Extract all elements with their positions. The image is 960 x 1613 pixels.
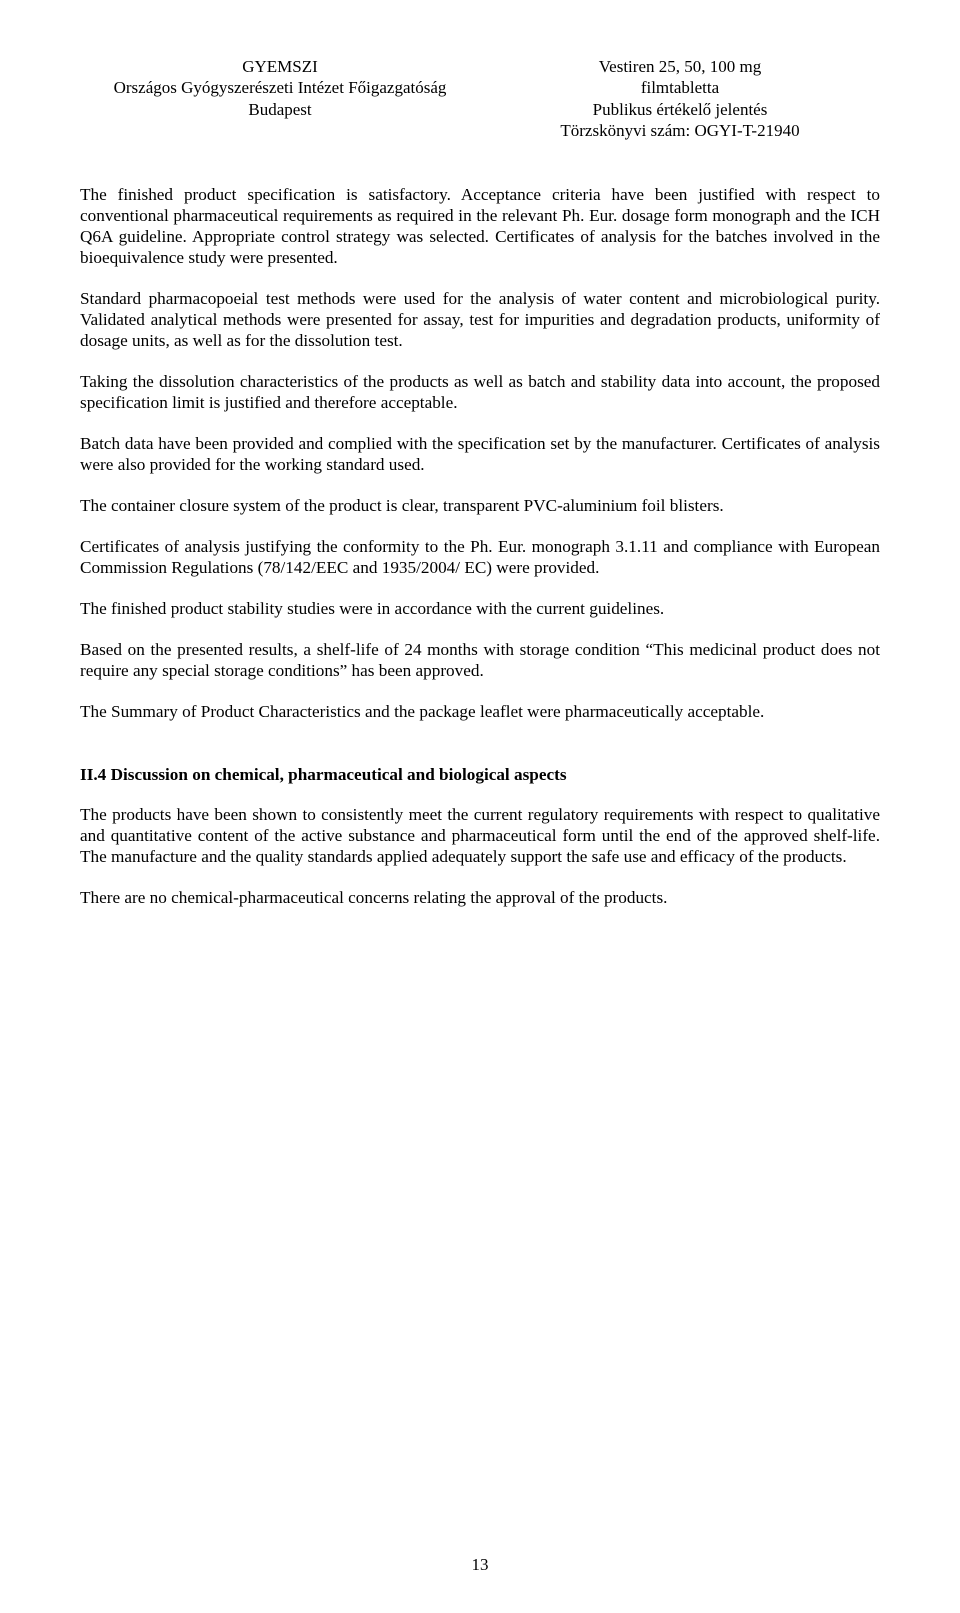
header-left-line3: Budapest <box>80 99 480 120</box>
section-heading-ii4: II.4 Discussion on chemical, pharmaceuti… <box>80 765 880 785</box>
header-left-line2: Országos Gyógyszerészeti Intézet Főigazg… <box>80 77 480 98</box>
paragraph-4: Batch data have been provided and compli… <box>80 434 880 476</box>
page-number: 13 <box>0 1555 960 1575</box>
header-left-block: GYEMSZI Országos Gyógyszerészeti Intézet… <box>80 56 480 141</box>
paragraph-8: Based on the presented results, a shelf-… <box>80 640 880 682</box>
header-right-line4: Törzskönyvi szám: OGYI-T-21940 <box>480 120 880 141</box>
paragraph-1: The finished product specification is sa… <box>80 185 880 269</box>
header-right-line1: Vestiren 25, 50, 100 mg <box>480 56 880 77</box>
header-right-line3: Publikus értékelő jelentés <box>480 99 880 120</box>
paragraph-11: There are no chemical-pharmaceutical con… <box>80 888 880 909</box>
document-body: The finished product specification is sa… <box>80 185 880 909</box>
paragraph-2: Standard pharmacopoeial test methods wer… <box>80 289 880 352</box>
header-right-block: Vestiren 25, 50, 100 mg filmtabletta Pub… <box>480 56 880 141</box>
paragraph-9: The Summary of Product Characteristics a… <box>80 702 880 723</box>
header-left-line1: GYEMSZI <box>80 56 480 77</box>
paragraph-5: The container closure system of the prod… <box>80 496 880 517</box>
document-page: GYEMSZI Országos Gyógyszerészeti Intézet… <box>0 0 960 1613</box>
paragraph-6: Certificates of analysis justifying the … <box>80 537 880 579</box>
page-header: GYEMSZI Országos Gyógyszerészeti Intézet… <box>80 56 880 141</box>
paragraph-7: The finished product stability studies w… <box>80 599 880 620</box>
paragraph-10: The products have been shown to consiste… <box>80 805 880 868</box>
paragraph-3: Taking the dissolution characteristics o… <box>80 372 880 414</box>
header-right-line2: filmtabletta <box>480 77 880 98</box>
